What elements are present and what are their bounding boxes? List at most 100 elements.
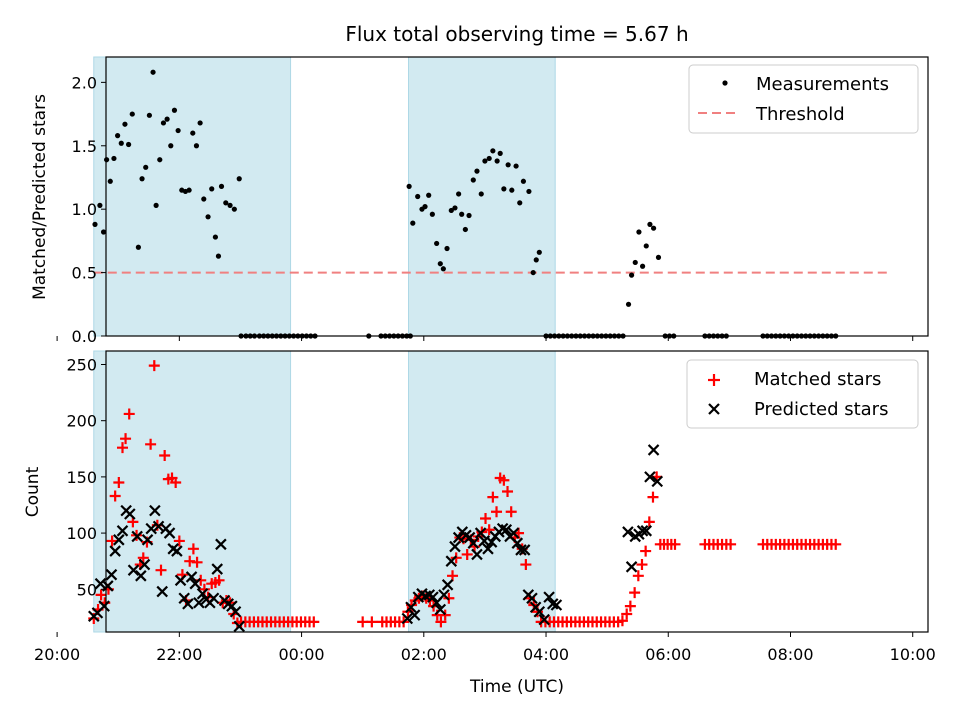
predicted-star-point	[644, 471, 656, 483]
measurement-point	[186, 187, 192, 193]
predicted-star-point	[189, 577, 202, 590]
predicted-star-point	[550, 599, 563, 611]
measurement-point	[157, 157, 163, 163]
predicted-star-point	[152, 520, 165, 533]
matched-star-point	[669, 538, 681, 550]
predicted-star-point	[94, 577, 107, 590]
matched-star-point	[487, 491, 499, 503]
measurement-point	[160, 120, 167, 126]
measurement-point	[236, 176, 242, 182]
predicted-star-point	[215, 538, 227, 551]
predicted-star-point	[463, 531, 476, 544]
matched-star-point	[184, 555, 196, 567]
measurement-point	[139, 176, 145, 182]
measurement-point	[448, 207, 454, 214]
predicted-star-point	[135, 570, 147, 582]
bottom-axes-frame	[105, 350, 929, 633]
measurement-point	[494, 158, 500, 164]
y-tick-label: 1.0	[72, 200, 97, 219]
bottom-panel: 50 100 150 200 250 20:00 22:00 00:00 02:00 04:00…	[23, 350, 936, 697]
measurement-point	[459, 211, 465, 217]
predicted-star-point	[141, 534, 154, 546]
matched-star-point	[647, 491, 659, 503]
legend-measurements-marker	[722, 80, 728, 86]
measurement-point	[478, 191, 484, 197]
measurement-point	[175, 127, 181, 134]
matched-star-point	[632, 570, 644, 582]
measurement-point	[212, 234, 218, 240]
measurement-point	[218, 183, 225, 189]
measurement-point	[650, 225, 657, 231]
measurement-point	[426, 192, 432, 198]
matched-star-point	[439, 609, 451, 621]
matched-star-point	[366, 616, 378, 628]
predicted-star-point	[441, 579, 454, 591]
measurement-point	[490, 148, 496, 154]
measurement-point	[530, 269, 536, 276]
y-tick-label: 150	[66, 468, 97, 487]
y-tick-label: 50	[77, 580, 97, 599]
matched-star-point	[520, 559, 532, 571]
matched-star-point	[357, 616, 369, 628]
measurement-point	[122, 121, 128, 127]
x-tick-label: 08:00	[767, 645, 813, 664]
predicted-star-point	[182, 598, 194, 610]
measurement-point	[215, 253, 222, 259]
predicted-star-point	[171, 545, 183, 557]
matched-star-point	[640, 545, 652, 557]
measurement-point	[636, 229, 642, 235]
shaded-interval-0	[93, 350, 292, 633]
matched-star-point	[123, 408, 135, 420]
measurement-point	[486, 155, 492, 162]
measurement-point	[632, 259, 638, 266]
predicted-star-point	[518, 544, 531, 556]
measurement-point	[197, 120, 203, 126]
matched-star-point	[505, 506, 517, 518]
matched-star-point	[725, 538, 737, 550]
predicted-star-point	[211, 563, 224, 575]
x-tick-label: 20:00	[34, 645, 80, 664]
chart-title: Flux total observing time = 5.67 h	[345, 22, 688, 46]
y-tick-label: 250	[66, 355, 97, 374]
predicted-star-point	[185, 571, 198, 583]
predicted-star-point	[226, 600, 238, 612]
predicted-star-point	[515, 544, 527, 556]
measurement-point	[625, 301, 632, 307]
predicted-star-point	[434, 603, 447, 616]
predicted-star-point	[482, 543, 494, 555]
measurement-point	[129, 111, 135, 117]
matched-star-point	[629, 587, 641, 599]
predicted-star-point	[124, 508, 136, 520]
matched-star-point	[213, 574, 225, 586]
predicted-star-point	[467, 537, 480, 549]
y-tick-label: 200	[66, 412, 97, 431]
measurement-point	[92, 221, 98, 227]
matched-star-point	[308, 616, 320, 628]
bottom-legend: Matched stars Predicted stars	[686, 359, 919, 429]
predicted-star-point	[193, 596, 205, 609]
predicted-star-point	[526, 592, 538, 605]
measurement-point	[104, 157, 110, 163]
predicted-star-point	[174, 574, 187, 587]
matched-star-point	[636, 559, 648, 571]
x-tick-label: 00:00	[279, 645, 325, 664]
measurement-point	[227, 202, 233, 208]
measurement-point	[429, 211, 435, 217]
predicted-star-point	[127, 564, 140, 576]
matched-star-point	[498, 474, 510, 486]
predicted-star-point	[229, 605, 242, 618]
predicted-star-point	[113, 534, 125, 546]
measurement-point	[205, 214, 211, 220]
measurement-point	[193, 143, 200, 149]
matched-star-point	[148, 360, 160, 372]
measurement-point	[107, 178, 113, 184]
measurement-point	[164, 116, 170, 122]
measurement-point	[153, 202, 159, 208]
bottom-y-axis-label: Count	[23, 466, 43, 517]
matched-star-point	[95, 589, 107, 601]
top-axes-frame	[105, 56, 929, 337]
matched-star-point	[624, 600, 636, 612]
predicted-star-point	[651, 475, 664, 488]
matched-star-point	[155, 564, 167, 576]
